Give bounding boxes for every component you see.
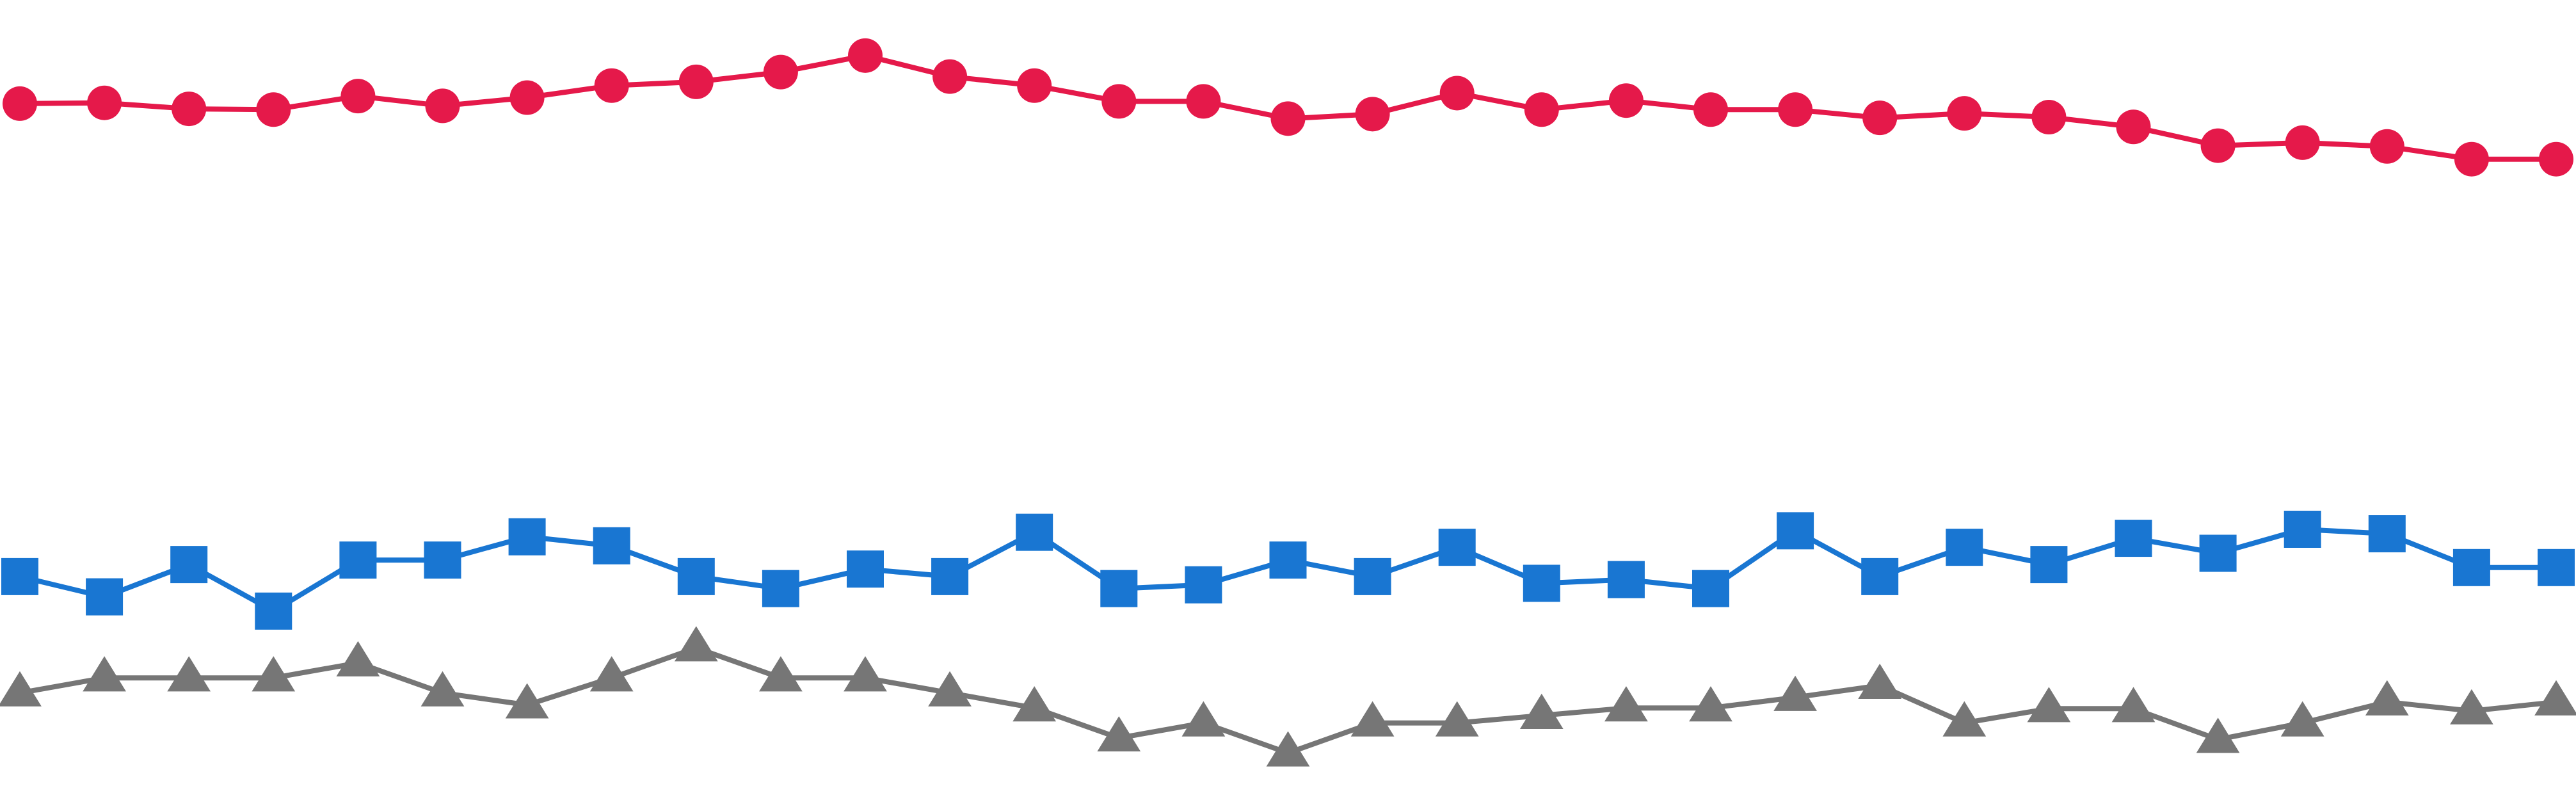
data-point [763, 54, 798, 90]
data-point [1, 557, 38, 595]
data-point [1523, 564, 1560, 602]
data-point [425, 88, 460, 124]
data-point [1101, 84, 1137, 119]
data-point [1861, 557, 1899, 595]
data-point [2196, 717, 2240, 753]
data-point [1012, 686, 1057, 722]
data-point [1270, 101, 1306, 136]
data-point [762, 570, 799, 607]
data-point [1862, 100, 1898, 136]
data-point [2368, 515, 2406, 553]
data-point [1100, 570, 1138, 607]
data-point [1692, 570, 1729, 607]
series-circle [3, 38, 2573, 177]
data-point [2538, 548, 2575, 586]
data-point [1016, 513, 1053, 551]
data-point [1947, 96, 1982, 131]
data-point [2452, 548, 2490, 586]
data-point [340, 79, 376, 114]
data-point [1185, 566, 1222, 604]
data-point [1946, 529, 1983, 566]
data-point [508, 518, 546, 556]
data-point [83, 656, 126, 692]
data-point [2369, 129, 2404, 164]
data-point [256, 92, 291, 127]
data-point [2111, 687, 2156, 723]
data-point [1269, 541, 1307, 579]
data-point [2539, 141, 2573, 177]
data-point [2534, 680, 2576, 716]
data-point [86, 578, 124, 616]
data-point [1604, 686, 1648, 722]
data-point [1438, 529, 1476, 566]
data-point [420, 671, 465, 707]
data-point [505, 683, 549, 719]
data-point [255, 592, 292, 630]
data-point [1608, 83, 1644, 118]
data-point [509, 80, 545, 115]
data-point [2115, 520, 2152, 557]
data-point [2027, 687, 2071, 723]
data-point [1689, 686, 1732, 722]
data-point [2200, 128, 2236, 163]
series-square [1, 510, 2575, 630]
data-point [1524, 92, 1559, 127]
data-point [1266, 731, 1310, 767]
data-point [674, 626, 718, 662]
data-point [167, 656, 211, 692]
data-point [1186, 84, 1221, 119]
data-point [594, 68, 629, 103]
data-point [1354, 557, 1391, 595]
data-point [170, 546, 208, 584]
data-point [589, 656, 634, 692]
data-point [0, 671, 42, 707]
data-point [1097, 716, 1141, 752]
data-point [1017, 68, 1052, 103]
data-point [1778, 92, 1813, 127]
data-point [932, 59, 968, 94]
data-point [87, 85, 122, 120]
data-point [759, 656, 803, 692]
data-point [678, 64, 714, 99]
data-point [1519, 693, 1564, 729]
data-point [1181, 701, 1226, 737]
data-point [2030, 546, 2068, 584]
data-point [2365, 680, 2409, 716]
data-point [1607, 561, 1645, 598]
data-point [1777, 512, 1814, 550]
data-point [252, 656, 296, 692]
data-point [677, 557, 715, 595]
data-point [424, 541, 461, 579]
data-point [848, 38, 883, 73]
data-point [1693, 92, 1728, 127]
data-point [593, 527, 630, 564]
data-point [2199, 534, 2237, 572]
data-point [928, 671, 972, 707]
data-point [2280, 701, 2324, 737]
data-point [2450, 689, 2493, 724]
series-triangle [0, 626, 2576, 767]
data-point [339, 541, 377, 579]
data-point [1355, 97, 1390, 132]
data-point [2454, 141, 2489, 177]
data-point [1435, 701, 1479, 737]
data-point [2284, 510, 2321, 548]
data-point [2031, 100, 2067, 135]
data-point [2116, 109, 2151, 145]
data-point [847, 550, 884, 588]
data-point [1773, 675, 1817, 711]
data-point [3, 86, 37, 121]
data-point [1350, 701, 1395, 737]
data-point [844, 656, 887, 692]
data-point [1439, 76, 1475, 111]
data-point [1942, 701, 1987, 737]
data-point [336, 641, 380, 676]
data-point [931, 557, 969, 595]
data-point [2285, 125, 2320, 160]
data-point [1858, 663, 1902, 700]
data-point [172, 92, 207, 127]
